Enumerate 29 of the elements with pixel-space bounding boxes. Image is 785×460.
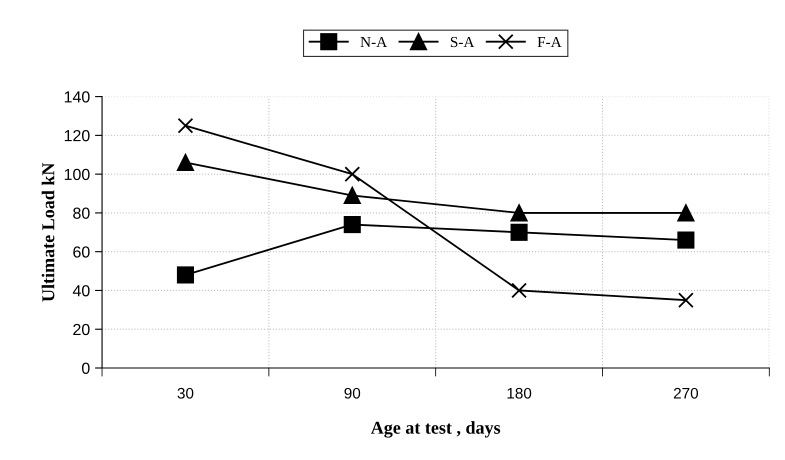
point [677, 232, 694, 249]
point [511, 282, 527, 298]
legend-label: N-A [360, 36, 388, 48]
point [344, 166, 360, 182]
point [176, 154, 194, 172]
y-tick-label: 140 [64, 91, 90, 103]
x-axis-title: Age at test , days [370, 421, 500, 438]
point [510, 204, 528, 222]
x-tick-label: 180 [508, 388, 532, 399]
y-tick-label: 80 [73, 208, 90, 219]
y-tick-label: 60 [73, 246, 90, 258]
point [510, 224, 528, 241]
point [677, 204, 694, 222]
y-tick-label: 0 [82, 362, 90, 374]
legend-label: F-A [538, 36, 562, 48]
y-axis-title: Ultimate Load kN [42, 162, 54, 302]
point [344, 216, 361, 234]
y-tick-label: 40 [72, 285, 90, 296]
point [678, 292, 694, 308]
x-tick-label: 270 [674, 388, 698, 399]
point [344, 186, 361, 204]
y-tick-label: 120 [64, 130, 90, 142]
x-tick-label: 90 [344, 388, 360, 399]
legend-label: S-A [450, 36, 474, 48]
point [178, 118, 194, 134]
y-tick-label: 100 [64, 168, 90, 180]
x-tick-label: 30 [178, 388, 194, 399]
point [176, 266, 194, 284]
y-tick-label: 20 [73, 324, 90, 336]
